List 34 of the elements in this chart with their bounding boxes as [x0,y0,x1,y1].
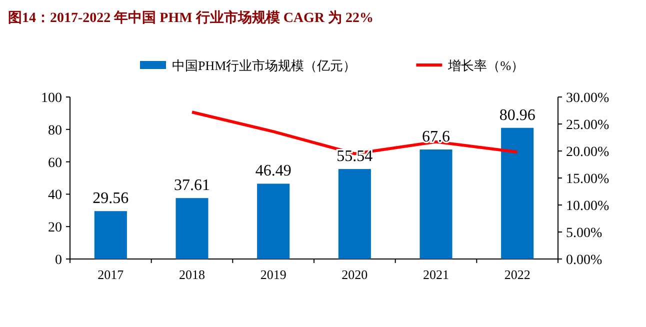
data-label: 67.6 [422,128,450,146]
data-label: 55.54 [336,148,373,166]
legend-label: 增长率（%） [447,58,524,73]
data-label: 80.96 [499,106,536,124]
y2-tick-label: 10.00% [566,199,610,214]
y2-tick-label: 5.00% [566,226,602,241]
y-tick-label: 60 [48,156,62,171]
y-tick-label: 20 [48,220,62,236]
y2-tick-label: 15.00% [566,172,610,187]
x-tick-label: 2022 [504,267,530,282]
x-tick-label: 2019 [260,267,286,282]
y-tick-label: 0 [55,253,62,268]
bar [257,184,290,259]
chart-title: 图14：2017-2022 年中国 PHM 行业市场规模 CAGR 为 22% [8,9,374,26]
bar [420,149,452,259]
x-tick-label: 2020 [342,267,368,282]
data-label: 37.61 [174,177,210,194]
y-tick-label: 80 [48,123,62,138]
x-tick-label: 2021 [423,267,449,282]
y2-tick-label: 30.00% [566,91,610,106]
bar [338,169,371,259]
bar [176,198,208,259]
y-tick-label: 100 [41,91,62,106]
bar [94,211,127,259]
data-label: 29.56 [92,190,129,208]
y2-tick-label: 0.00% [566,253,602,268]
y-tick-label: 40 [48,188,62,204]
bar [501,128,534,259]
legend-label: 中国PHM行业市场规模（亿元） [172,58,356,73]
y2-tick-label: 25.00% [566,118,610,133]
x-tick-label: 2018 [179,267,205,282]
x-tick-label: 2017 [98,267,124,282]
data-label: 46.49 [255,162,292,180]
y2-tick-label: 20.00% [566,145,610,160]
